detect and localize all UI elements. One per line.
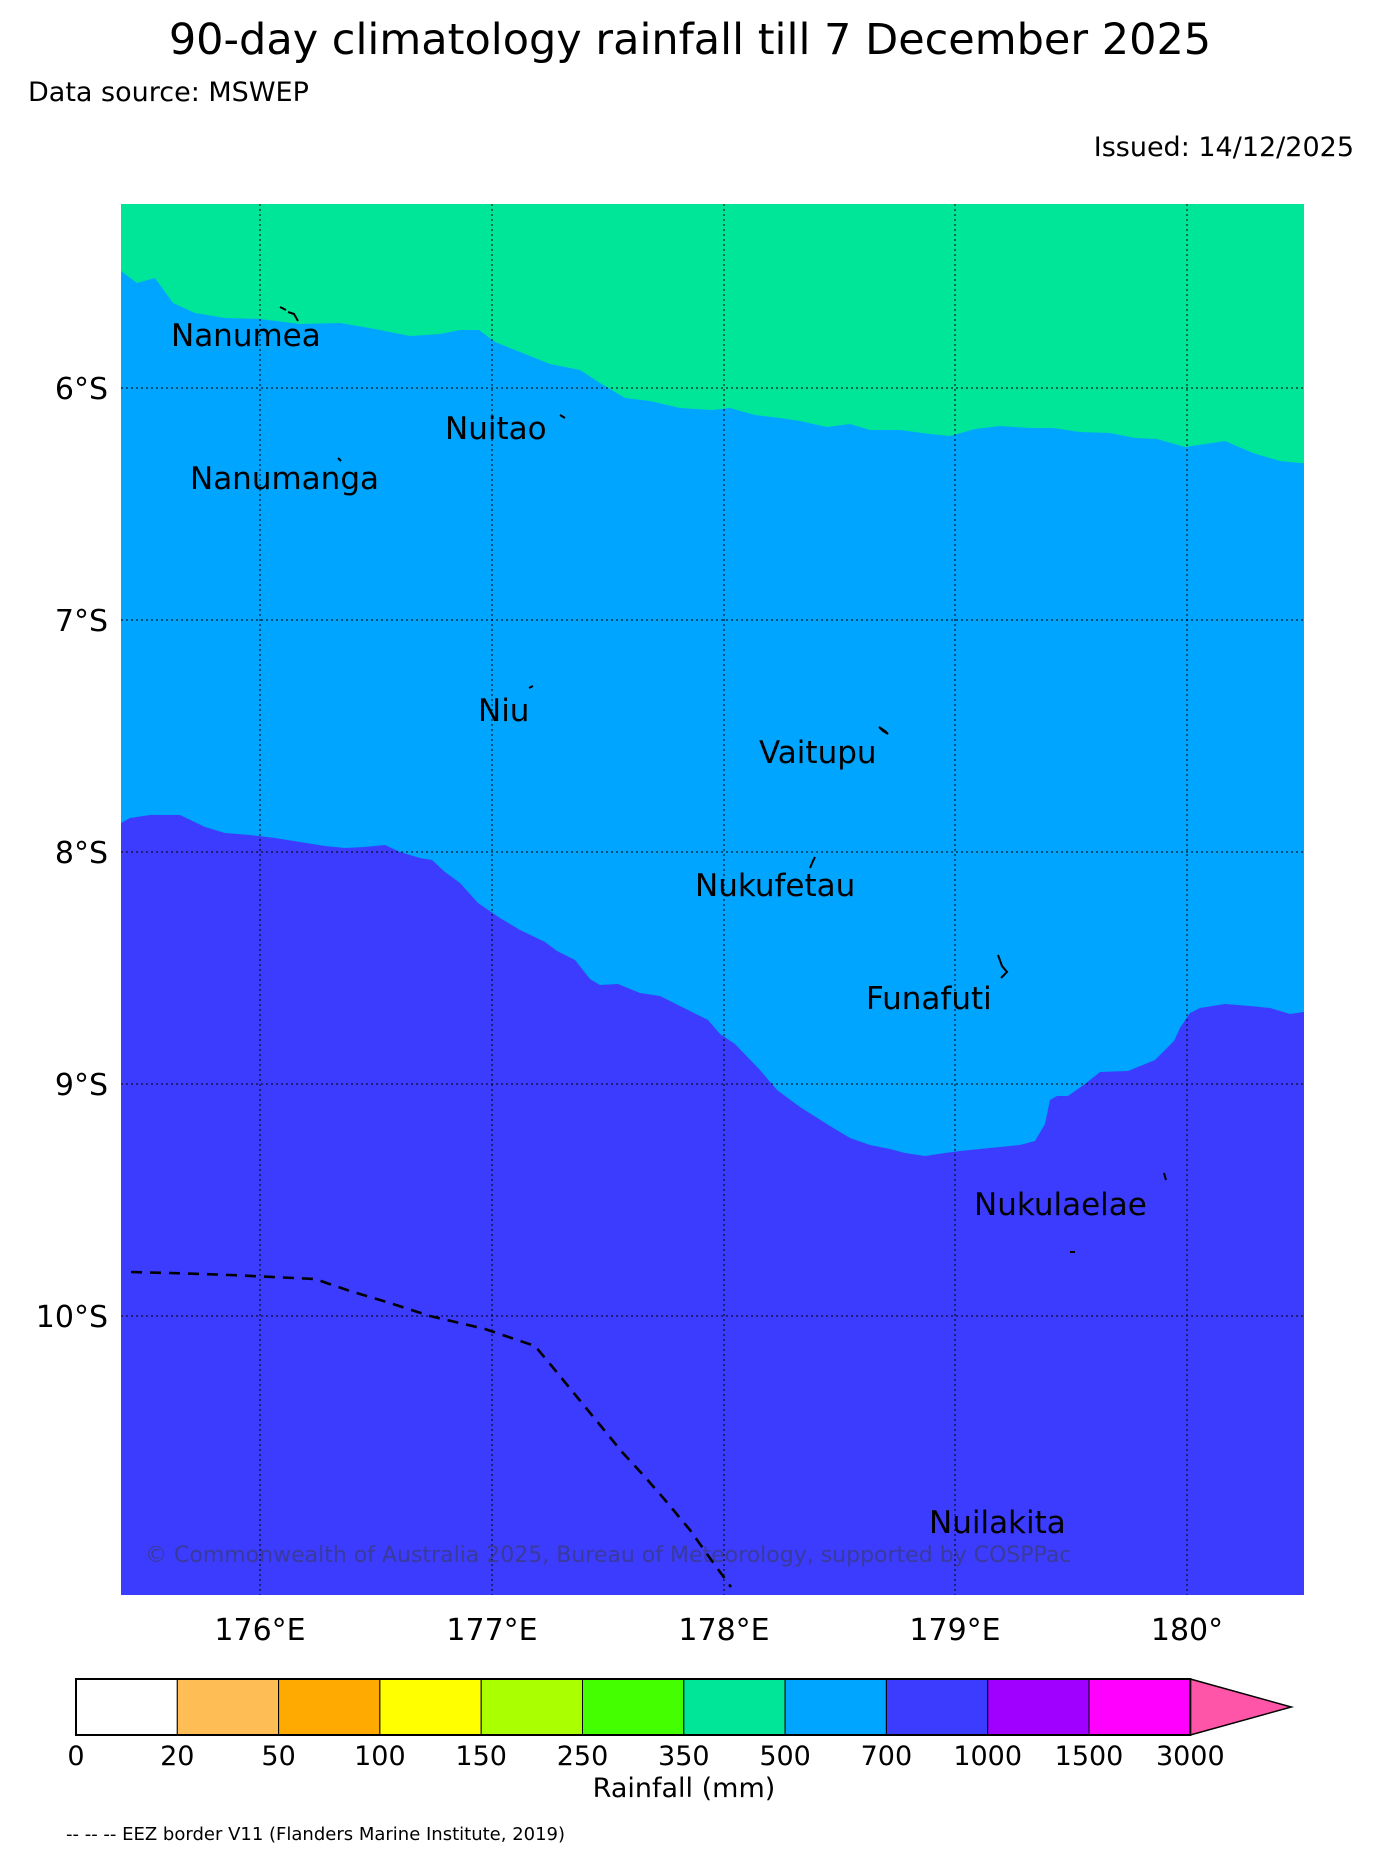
vaitupu-island-shape	[878, 726, 889, 735]
longitude-labels: 176°E 177°E 178°E 179°E 180°	[214, 1613, 1223, 1648]
island-label-niu: Niu	[478, 693, 529, 729]
nanumea-island-shape	[279, 306, 299, 322]
colorbar-tick-label: 150	[455, 1741, 507, 1772]
lat-tick-label: 8°S	[55, 836, 108, 871]
niu-island-shape	[528, 685, 534, 689]
lon-tick-label: 178°E	[678, 1613, 769, 1648]
lat-tick-label: 6°S	[55, 372, 108, 407]
colorbar-swatch	[1088, 1678, 1191, 1736]
island-label-nuitao: Nuitao	[445, 411, 547, 447]
graticule	[121, 204, 1304, 1595]
colorbar-extend-arrow	[1189, 1678, 1295, 1736]
colorbar-tick-label: 3000	[1156, 1741, 1225, 1772]
colorbar-swatch	[379, 1678, 482, 1736]
colorbar-tick-labels: 0 20 50 100 150 250 350 500 700 1000 1500 3000	[67, 1741, 1224, 1772]
island-shapes	[279, 306, 1167, 1253]
rainfall-colorbar	[75, 1678, 1295, 1736]
funafuti-island-shape	[997, 954, 1009, 979]
colorbar-tick-label: 20	[160, 1741, 194, 1772]
island-label-nanumea: Nanumea	[171, 318, 321, 354]
colorbar-tick-label: 350	[658, 1741, 710, 1772]
nanumanga-island-shape	[337, 457, 342, 462]
lon-tick-label: 177°E	[446, 1613, 537, 1648]
colorbar-tick-label: 250	[557, 1741, 609, 1772]
zone-700-1000	[121, 815, 1304, 1595]
map-title: 90-day climatology rainfall till 7 Decem…	[168, 15, 1212, 65]
colorbar-swatch	[278, 1678, 381, 1736]
nuitao-island-shape	[559, 414, 566, 419]
colorbar-swatch	[75, 1678, 178, 1736]
nukufetau-island-shape	[809, 856, 816, 869]
data-source-label: Data source: MSWEP	[28, 77, 309, 108]
colorbar-tick-label: 100	[354, 1741, 406, 1772]
colorbar-tick-label: 1000	[953, 1741, 1022, 1772]
lon-tick-label: 180°	[1151, 1613, 1223, 1648]
map-plot-area	[121, 204, 1304, 1595]
latitude-labels: 6°S 7°S 8°S 9°S 10°S	[36, 372, 108, 1335]
colorbar-frame	[75, 1678, 1192, 1736]
colorbar-label: Rainfall (mm)	[593, 1773, 776, 1804]
island-label-vaitupu: Vaitupu	[759, 735, 877, 771]
colorbar-swatch	[480, 1678, 584, 1736]
colorbar-swatch	[987, 1678, 1090, 1736]
colorbar-swatch	[784, 1678, 887, 1736]
lon-tick-label: 179°E	[909, 1613, 1000, 1648]
island-label-nuilakita: Nuilakita	[929, 1505, 1066, 1541]
colorbar-swatch	[176, 1678, 280, 1736]
lat-tick-label: 7°S	[55, 604, 108, 639]
colorbar-tick-label: 500	[759, 1741, 811, 1772]
lat-tick-label: 10°S	[36, 1300, 108, 1335]
colorbar-swatch	[683, 1678, 786, 1736]
colorbar-tick-label: 0	[67, 1741, 84, 1772]
colorbar-swatch	[885, 1678, 989, 1736]
colorbar-swatch	[582, 1678, 685, 1736]
colorbar-tick-label: 1500	[1055, 1741, 1124, 1772]
copyright-text: © Commonwealth of Australia 2025, Bureau…	[145, 1543, 1071, 1568]
colorbar-tick-label: 700	[861, 1741, 913, 1772]
island-label-funafuti: Funafuti	[866, 981, 992, 1017]
issued-date-label: Issued: 14/12/2025	[1093, 132, 1354, 163]
lat-tick-label: 9°S	[55, 1068, 108, 1103]
colorbar-tick-label: 50	[261, 1741, 295, 1772]
nukulaelae-island-shape	[1163, 1172, 1167, 1181]
eez-footnote: -- -- -- EEZ border V11 (Flanders Marine…	[66, 1824, 566, 1845]
island-label-nukulaelae: Nukulaelae	[974, 1187, 1147, 1223]
lon-tick-label: 176°E	[214, 1613, 305, 1648]
island-label-nukufetau: Nukufetau	[695, 868, 855, 904]
island-label-nanumanga: Nanumanga	[190, 461, 379, 497]
